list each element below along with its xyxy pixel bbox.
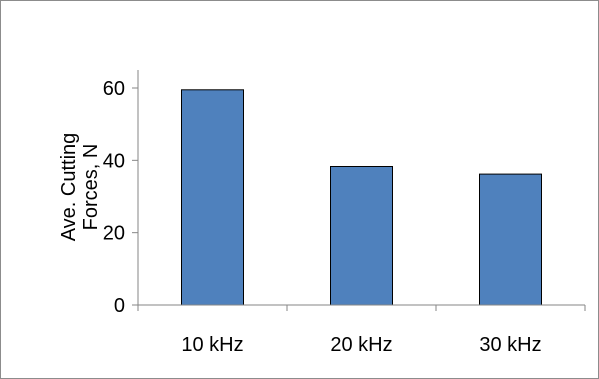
bar-2 [330, 166, 393, 306]
bar-3 [479, 173, 542, 306]
bar-series [181, 89, 542, 306]
x-tick-label: 30 kHz [479, 334, 541, 356]
y-tick-label: 20 [103, 223, 125, 245]
y-ticks: 0 20 40 60 [103, 78, 138, 317]
bar-1 [181, 89, 244, 306]
y-axis-title: Ave. Cutting Forces, N [58, 133, 102, 242]
axes [137, 70, 586, 311]
x-tick-labels: 10 kHz 20 kHz 30 kHz [181, 334, 541, 356]
y-tick-label: 60 [103, 78, 125, 100]
x-tick-label: 20 kHz [330, 334, 392, 356]
y-tick-label: 40 [103, 150, 125, 172]
y-axis-title-line-1: Ave. Cutting [58, 133, 80, 242]
x-tick-label: 10 kHz [181, 334, 243, 356]
y-tick-label: 0 [114, 295, 125, 317]
y-axis-title-line-2: Forces, N [80, 144, 102, 231]
